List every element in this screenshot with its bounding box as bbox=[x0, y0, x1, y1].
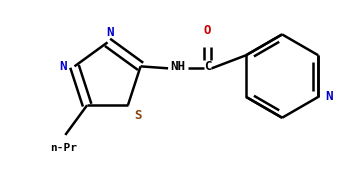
Text: S: S bbox=[134, 109, 141, 122]
Text: N: N bbox=[59, 60, 67, 73]
Text: O: O bbox=[204, 24, 211, 37]
Text: C: C bbox=[204, 60, 211, 73]
Text: NH: NH bbox=[170, 60, 185, 73]
Text: N: N bbox=[106, 26, 113, 39]
Text: n-Pr: n-Pr bbox=[50, 143, 77, 153]
Text: N: N bbox=[325, 90, 333, 103]
